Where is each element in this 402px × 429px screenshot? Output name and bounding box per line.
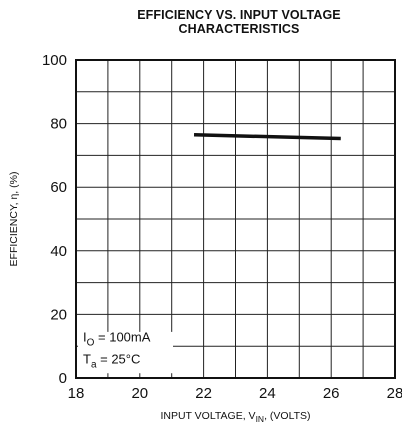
chart-subtitle: CHARACTERISTICS: [178, 22, 300, 36]
y-tick-label: 80: [50, 116, 67, 133]
y-tick-label: 40: [50, 243, 67, 260]
annotation-current: IO = 100mA: [83, 329, 151, 348]
x-axis-label: INPUT VOLTAGE, VIN, (VOLTS): [160, 410, 310, 424]
x-tick-label: 28: [387, 385, 402, 402]
y-tick-label: 0: [59, 370, 67, 387]
y-tick-label: 20: [50, 306, 67, 323]
tick-labels: 18 20 22 24 26 28 0 20 40 60 80 100: [42, 52, 402, 402]
efficiency-line: [193, 132, 341, 141]
x-tick-label: 22: [195, 385, 212, 402]
annotation-box: [78, 331, 173, 374]
x-tick-label: 20: [131, 385, 148, 402]
x-tick-label: 18: [68, 385, 85, 402]
y-axis-label: EFFICIENCY, η, (%): [8, 172, 20, 267]
chart-title: EFFICIENCY VS. INPUT VOLTAGE: [137, 8, 341, 22]
plot-frame: [75, 59, 396, 379]
series-layer: [193, 132, 341, 141]
x-tick-label: 24: [259, 385, 276, 402]
y-tick-label: 60: [50, 179, 67, 196]
y-tick-label: 100: [42, 52, 67, 69]
x-tick-label: 26: [323, 385, 340, 402]
annotation-temperature: Ta = 25°C: [83, 352, 140, 371]
